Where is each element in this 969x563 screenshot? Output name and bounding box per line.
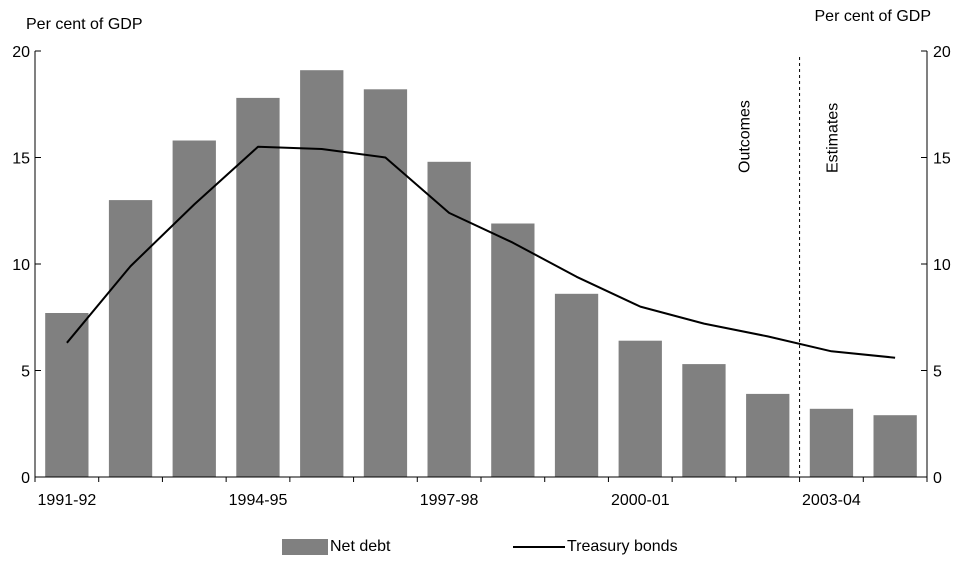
bar-net-debt-2000-01 xyxy=(618,340,662,477)
estimates-label: Estimates xyxy=(825,103,842,173)
legend-item-net-debt: Net debt xyxy=(282,538,390,556)
chart: 0 0 5 5 10 10 15 15 20 20 1991-92 1994-95 1997-98 200… xyxy=(12,44,951,509)
bar-net-debt-1999-00 xyxy=(554,293,599,477)
y-left-tick-label: 10 xyxy=(12,257,30,274)
y-right-tick-label: 15 xyxy=(933,151,951,168)
x-tick-label: 1994-95 xyxy=(229,492,288,509)
line-treasury-bonds xyxy=(66,145,896,359)
left-axis-title: Per cent of GDP xyxy=(26,16,143,33)
legend-swatch-treasury-bonds xyxy=(513,546,565,548)
line-group xyxy=(66,145,896,359)
y-left-tick-label: 5 xyxy=(21,364,30,381)
annotation-group: Outcomes Estimates xyxy=(737,57,842,477)
y-right-tick-label: 10 xyxy=(933,257,951,274)
y-left-tick-label: 15 xyxy=(12,151,30,168)
outcomes-label: Outcomes xyxy=(737,100,754,173)
bar-net-debt-1995-96 xyxy=(300,70,344,477)
bar-net-debt-1991-92 xyxy=(45,313,89,477)
bar-net-debt-1997-98 xyxy=(427,161,471,478)
bar-net-debt-2002-03 xyxy=(746,393,790,477)
x-tick-label: 1997-98 xyxy=(420,492,479,509)
legend-label-treasury-bonds: Treasury bonds xyxy=(567,538,678,555)
axes-group: 0 0 5 5 10 10 15 15 20 20 1991-92 1994-95 1997-98 200… xyxy=(12,44,951,509)
bar-net-debt-2001-02 xyxy=(682,364,726,477)
y-right-tick-label: 20 xyxy=(933,44,951,61)
bar-net-debt-1996-97 xyxy=(363,89,408,478)
bars-group xyxy=(45,70,917,478)
y-left-tick-label: 0 xyxy=(21,470,30,487)
y-right-tick-label: 0 xyxy=(933,470,942,487)
y-left-tick-label: 20 xyxy=(12,44,30,61)
legend-item-treasury-bonds: Treasury bonds xyxy=(513,538,678,556)
right-axis-title: Per cent of GDP xyxy=(814,8,932,25)
x-tick-label: 2000-01 xyxy=(611,492,670,509)
x-tick-label: 1991-92 xyxy=(38,492,97,509)
x-tick-label: 2003-04 xyxy=(802,492,861,509)
legend-label-net-debt: Net debt xyxy=(330,538,391,555)
bar-net-debt-1993-94 xyxy=(172,140,216,477)
bar-net-debt-2003-04 xyxy=(809,408,854,477)
y-right-tick-label: 5 xyxy=(933,364,942,381)
bar-net-debt-1992-93 xyxy=(108,200,153,477)
legend-swatch-net-debt xyxy=(282,539,328,555)
bar-net-debt-2004-05 xyxy=(873,415,917,477)
bar-net-debt-1994-95 xyxy=(236,97,280,478)
legend: Net debt Treasury bonds xyxy=(0,538,969,560)
bar-net-debt-1998-99 xyxy=(491,223,535,477)
